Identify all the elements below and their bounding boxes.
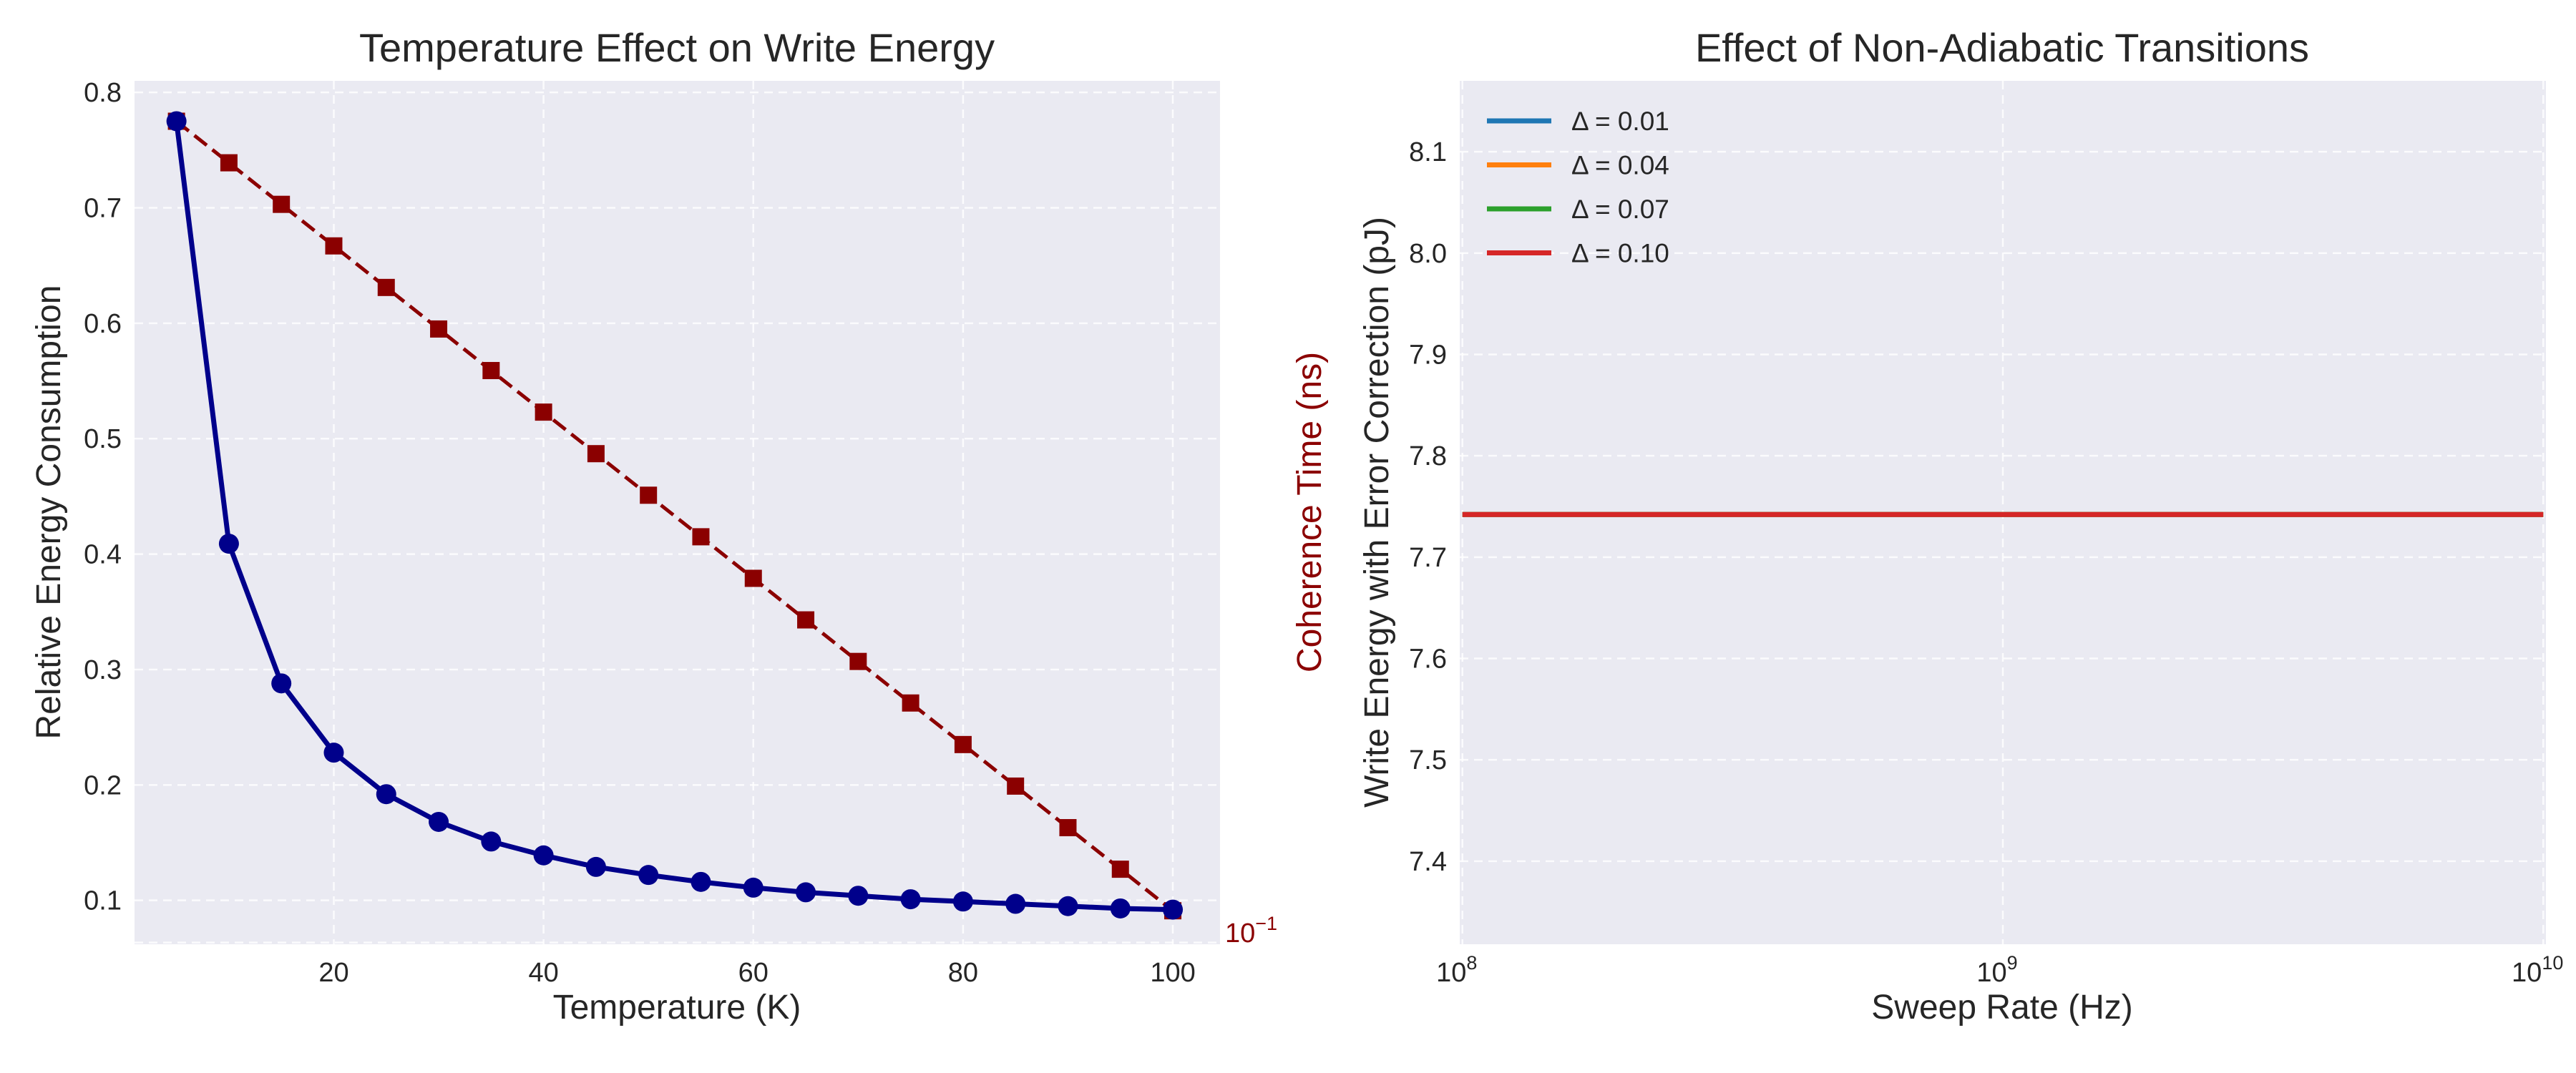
chart2-x-label: Sweep Rate (Hz) — [1871, 989, 2132, 1027]
chart1-x-ticks: 20 40 60 80 100 — [318, 958, 1195, 988]
chart2-title: Effect of Non-Adiabatic Transitions — [1695, 25, 2309, 70]
sweep-rate-chart: Effect of Non-Adiabatic Transitions 108 1… — [1358, 25, 2563, 1027]
chart2-x-tick-label: 109 — [1976, 952, 2017, 988]
energy-consumption-point — [1058, 896, 1078, 916]
coherence-time-point — [220, 154, 238, 172]
chart1-y-tick-label: 0.7 — [84, 194, 122, 224]
chart2-y-ticks: 7.4 7.5 7.6 7.7 7.8 7.9 8.0 8.1 — [1409, 137, 1447, 877]
chart1-y-tick-label: 0.8 — [84, 78, 122, 108]
chart1-x-label: Temperature (K) — [553, 989, 801, 1027]
chart1-y2-tick: 10−1 — [1225, 913, 1277, 949]
coherence-time-point — [902, 694, 919, 712]
energy-consumption-point — [376, 784, 396, 805]
chart2-x-tick-exponent: 10 — [2542, 952, 2563, 974]
energy-consumption-point — [743, 877, 763, 898]
chart1-y-tick-label: 0.4 — [84, 540, 122, 570]
energy-consumption-point — [900, 889, 921, 910]
coherence-time-point — [692, 528, 710, 546]
energy-consumption-point — [218, 534, 239, 554]
coherence-time-point — [640, 486, 658, 504]
chart1-title: Temperature Effect on Write Energy — [359, 25, 995, 70]
energy-consumption-point — [481, 831, 502, 852]
chart1-y-tick-label: 0.6 — [84, 309, 122, 339]
chart1-y-tick-label: 0.1 — [84, 886, 122, 916]
chart2-y-tick-label: 7.6 — [1409, 645, 1447, 675]
energy-consumption-point — [166, 111, 187, 132]
coherence-time-point — [1007, 777, 1025, 795]
coherence-time-point — [377, 278, 395, 296]
chart2-y-tick-label: 8.0 — [1409, 239, 1447, 269]
chart1-x-tick-label: 80 — [948, 958, 978, 988]
coherence-time-point — [482, 362, 500, 380]
chart2-legend-label: Δ = 0.07 — [1571, 195, 1669, 224]
chart1-plot-area — [135, 81, 1220, 944]
chart1-x-tick-label: 40 — [528, 958, 558, 988]
chart2-x-tick-exponent: 9 — [2007, 952, 2018, 974]
chart1-y2-label: Coherence Time (ns) — [1291, 352, 1329, 672]
chart2-x-tick-label: 1010 — [2512, 952, 2563, 988]
chart2-legend-label: Δ = 0.04 — [1571, 151, 1669, 180]
chart2-x-ticks: 108 109 1010 — [1436, 952, 2563, 988]
chart1-y-tick-label: 0.2 — [84, 770, 122, 800]
chart2-x-tick-base: 10 — [1976, 958, 2006, 988]
energy-consumption-point — [796, 882, 816, 903]
chart2-y-tick-label: 7.7 — [1409, 543, 1447, 573]
energy-consumption-point — [271, 673, 292, 694]
coherence-time-point — [535, 403, 552, 421]
energy-consumption-point — [429, 811, 449, 832]
energy-consumption-point — [638, 865, 659, 886]
coherence-time-point — [744, 569, 762, 587]
coherence-time-point — [587, 445, 605, 463]
chart1-y2-tick-base: 10 — [1225, 918, 1255, 949]
chart2-x-tick-exponent: 8 — [1466, 952, 1477, 974]
energy-consumption-point — [1005, 893, 1026, 914]
chart1-y-ticks: 0.1 0.2 0.3 0.4 0.5 0.6 0.7 0.8 — [84, 78, 122, 916]
coherence-time-point — [273, 195, 291, 213]
chart2-x-tick-base: 10 — [1436, 958, 1466, 988]
chart2-legend-label: Δ = 0.01 — [1571, 107, 1669, 136]
chart2-y-tick-label: 8.1 — [1409, 137, 1447, 167]
chart1-x-tick-label: 60 — [738, 958, 769, 988]
chart2-legend-label: Δ = 0.10 — [1571, 239, 1669, 268]
coherence-time-line — [175, 119, 1174, 913]
coherence-time-point — [1059, 819, 1077, 837]
chart2-x-tick-label: 108 — [1436, 952, 1477, 988]
chart1-x-tick-label: 20 — [318, 958, 348, 988]
temperature-chart: Temperature Effect on Write Energy 20 40 6… — [30, 25, 1329, 1027]
chart2-y-label: Write Energy with Error Correction (pJ) — [1358, 217, 1396, 808]
coherence-time-point — [954, 735, 972, 753]
chart1-y2-tick-exponent: −1 — [1255, 913, 1277, 934]
chart2-y-tick-label: 7.4 — [1409, 847, 1447, 877]
chart2-y-tick-label: 7.5 — [1409, 745, 1447, 775]
chart1-y-tick-label: 0.5 — [84, 424, 122, 454]
energy-consumption-point — [848, 886, 869, 906]
energy-consumption-point — [533, 845, 554, 866]
chart1-series — [166, 111, 1184, 920]
coherence-time-point — [797, 611, 815, 629]
energy-consumption-point — [585, 856, 606, 877]
energy-consumption-point — [1163, 899, 1184, 920]
chart2-legend: Δ = 0.01 Δ = 0.04 Δ = 0.07 Δ = 0.10 — [1487, 107, 1669, 268]
chart1-y-tick-label: 0.3 — [84, 655, 122, 685]
coherence-time-point — [325, 237, 343, 255]
chart2-x-tick-base: 10 — [2512, 958, 2542, 988]
chart2-y-tick-label: 7.8 — [1409, 441, 1447, 471]
chart1-grid — [135, 81, 1220, 944]
coherence-time-point — [849, 652, 867, 670]
coherence-time-point — [430, 320, 448, 338]
chart1-x-tick-label: 100 — [1150, 958, 1195, 988]
energy-consumption-point — [691, 871, 711, 892]
energy-consumption-point — [1110, 898, 1131, 918]
coherence-time-point — [1111, 861, 1129, 878]
chart2-y-tick-label: 7.9 — [1409, 340, 1447, 371]
chart1-y-label: Relative Energy Consumption — [30, 285, 68, 740]
energy-consumption-point — [323, 743, 344, 763]
energy-consumption-point — [952, 891, 973, 912]
